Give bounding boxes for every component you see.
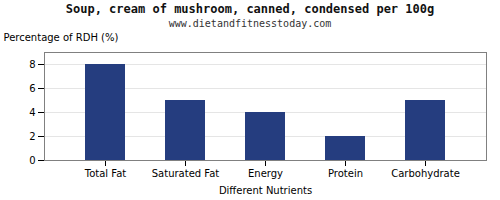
- svg-text:Energy: Energy: [248, 168, 283, 179]
- html-text:Soup, cream of mushroom, canne: Soup, cream of mushroom, canned, condens…: [65, 2, 435, 16]
- svg-text:Total Fat: Total Fat: [84, 168, 126, 179]
- html-text:www.dietandfitnesstoday.com: www.dietandfitnesstoday.com: [168, 18, 332, 29]
- svg-text:4: 4: [29, 107, 35, 118]
- svg-text:Carbohydrate: Carbohydrate: [391, 168, 460, 179]
- svg-text:Percentage of RDH (%): Percentage of RDH (%): [4, 32, 119, 43]
- svg-text:8: 8: [29, 59, 35, 70]
- svg-text:6: 6: [29, 83, 35, 94]
- svg-text:Protein: Protein: [328, 168, 363, 179]
- svg-text:Different Nutrients: Different Nutrients: [219, 185, 312, 196]
- svg-text:2: 2: [29, 131, 35, 142]
- svg-text:Saturated Fat: Saturated Fat: [152, 168, 220, 179]
- svg-text:0: 0: [29, 155, 35, 166]
